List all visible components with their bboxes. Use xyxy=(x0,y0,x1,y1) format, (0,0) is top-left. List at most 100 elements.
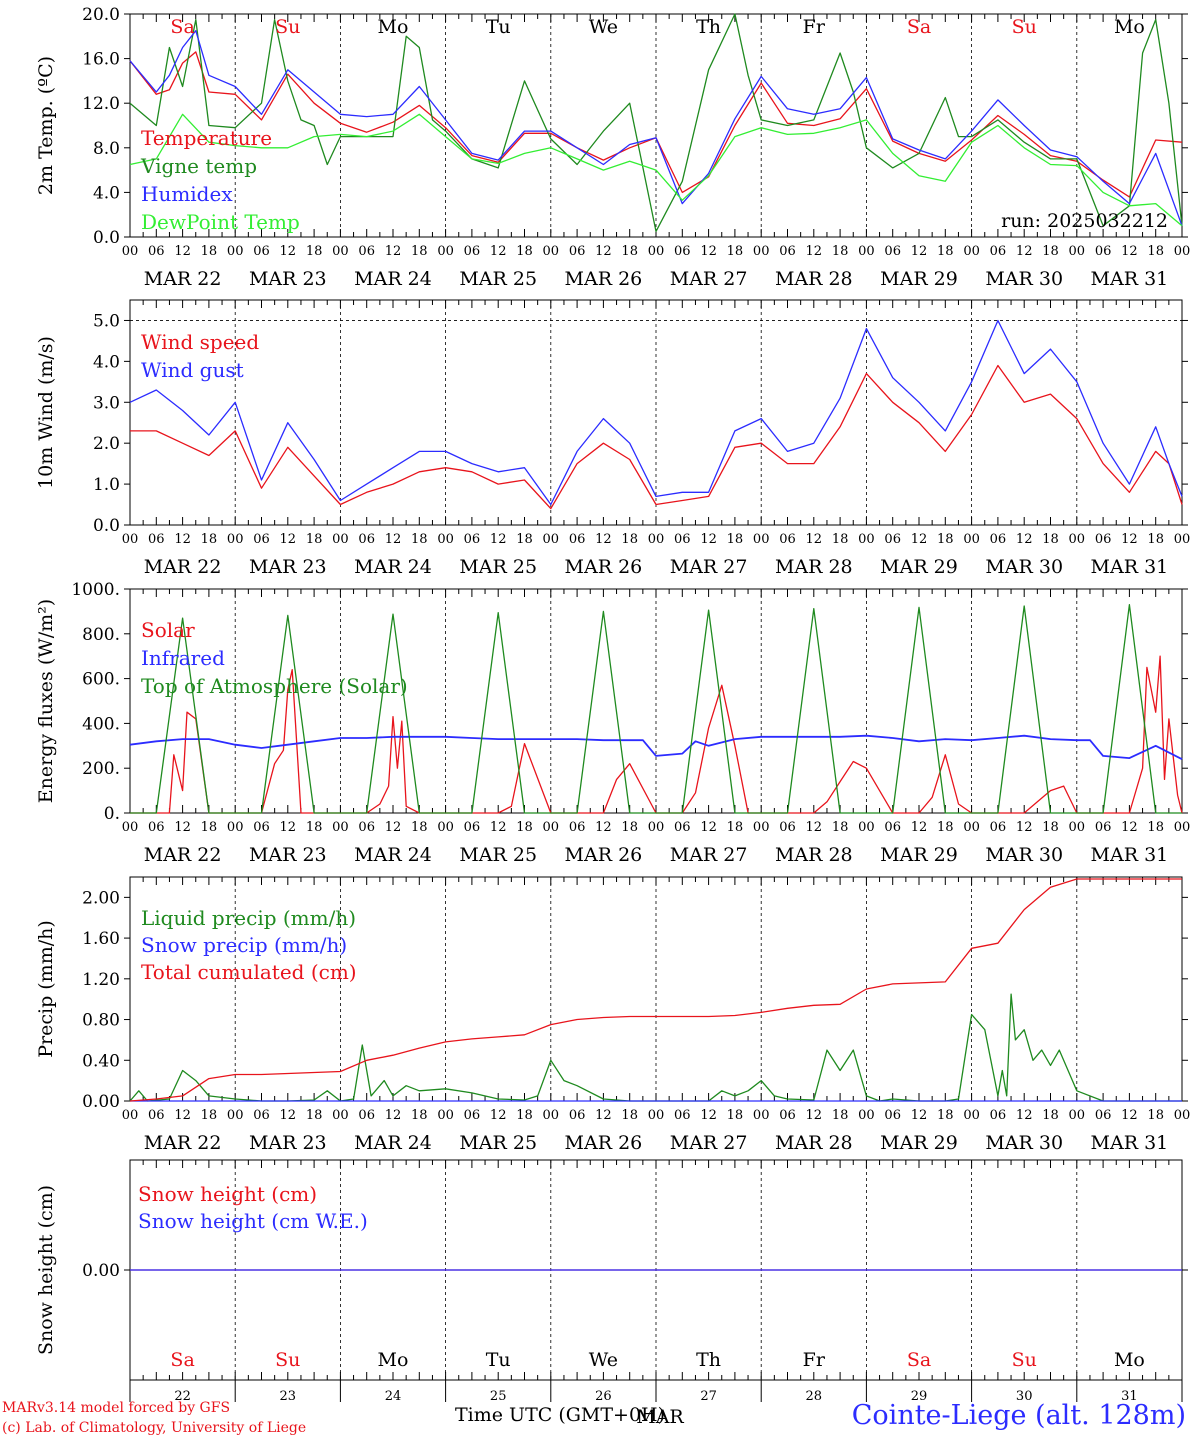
hour-tick-label: 18 xyxy=(727,1108,744,1123)
hour-tick-label: 12 xyxy=(700,820,717,835)
hour-tick-label: 18 xyxy=(306,820,323,835)
y-axis-title: Energy fluxes (W/m²) xyxy=(35,599,57,803)
date-label: MAR 27 xyxy=(670,1132,748,1154)
series-line-temperature xyxy=(129,51,1183,198)
date-label: MAR 26 xyxy=(565,556,643,578)
hour-tick-label: 12 xyxy=(1121,532,1138,547)
date-label: MAR 24 xyxy=(354,556,432,578)
hour-tick-label: 06 xyxy=(990,244,1007,259)
hour-tick-label: 12 xyxy=(490,1108,507,1123)
hour-tick-label: 06 xyxy=(464,244,481,259)
y-tick-label: 4.0 xyxy=(93,352,120,372)
y-tick-label: 0.0 xyxy=(93,516,120,536)
hour-tick-label: 06 xyxy=(148,820,165,835)
hour-tick-label: 00 xyxy=(858,244,875,259)
legend-dewpoint-temp: DewPoint Temp xyxy=(141,210,300,234)
hour-tick-label: 18 xyxy=(1042,820,1059,835)
hour-tick-label: 12 xyxy=(385,820,402,835)
hour-tick-label: 00 xyxy=(1174,244,1191,259)
series-line-top-of-atmosphere-solar- xyxy=(130,604,1182,814)
hour-tick-label: 12 xyxy=(595,532,612,547)
legend-solar: Solar xyxy=(141,618,195,642)
hour-tick-label: 18 xyxy=(937,532,954,547)
hour-tick-label: 18 xyxy=(1147,820,1164,835)
hour-tick-label: 06 xyxy=(779,820,796,835)
series-line-total-cumulated-cm- xyxy=(129,878,1182,1102)
hour-tick-label: 18 xyxy=(1147,1108,1164,1123)
hour-tick-label: 12 xyxy=(1121,1108,1138,1123)
y-tick-label: 1.20 xyxy=(82,970,120,990)
series-line-infrared xyxy=(129,734,1183,761)
date-label: MAR 23 xyxy=(249,1132,327,1154)
hour-tick-label: 18 xyxy=(832,820,849,835)
hour-tick-label: 12 xyxy=(806,244,823,259)
hour-tick-label: 18 xyxy=(621,820,638,835)
hour-tick-label: 06 xyxy=(464,532,481,547)
weekday-label: Mo xyxy=(378,1349,409,1371)
hour-tick-label: 12 xyxy=(280,244,297,259)
hour-tick-label: 18 xyxy=(306,244,323,259)
hour-tick-label: 06 xyxy=(253,532,270,547)
series-line-vigne-temp xyxy=(129,13,1183,233)
weekday-label: Fr xyxy=(803,16,826,38)
hour-tick-label: 06 xyxy=(358,532,375,547)
credit-line-1: MARv3.14 model forced by GFS xyxy=(2,1400,231,1416)
hour-tick-label: 00 xyxy=(858,820,875,835)
hour-tick-label: 18 xyxy=(201,244,218,259)
panel-frame-2 xyxy=(129,299,1183,526)
date-label: MAR 30 xyxy=(985,844,1063,866)
y-tick-label: 12.0 xyxy=(82,94,120,114)
day-number-label: 27 xyxy=(700,1389,717,1404)
hour-tick-label: 06 xyxy=(990,532,1007,547)
date-label: MAR 31 xyxy=(1091,844,1169,866)
date-label: MAR 23 xyxy=(249,268,327,290)
hour-tick-label: 12 xyxy=(911,244,928,259)
date-label: MAR 30 xyxy=(985,268,1063,290)
date-label: MAR 25 xyxy=(459,556,537,578)
hour-tick-label: 12 xyxy=(174,244,191,259)
hour-tick-label: 06 xyxy=(569,532,586,547)
hour-tick-label: 12 xyxy=(385,532,402,547)
y-tick-label: 0. xyxy=(104,804,120,824)
legend-humidex: Humidex xyxy=(141,182,233,206)
hour-tick-label: 06 xyxy=(148,532,165,547)
weekday-label: We xyxy=(589,16,618,38)
hour-tick-label: 12 xyxy=(280,820,297,835)
hour-tick-label: 18 xyxy=(516,244,533,259)
hour-tick-label: 18 xyxy=(306,532,323,547)
hour-tick-label: 18 xyxy=(1042,1108,1059,1123)
hour-tick-label: 12 xyxy=(595,820,612,835)
hour-tick-label: 12 xyxy=(490,820,507,835)
y-axis-title: Snow height (cm) xyxy=(35,1185,57,1355)
y-tick-label: 400. xyxy=(82,714,120,734)
hour-tick-label: 00 xyxy=(963,820,980,835)
day-number-label: 28 xyxy=(806,1389,823,1404)
hour-tick-label: 06 xyxy=(1095,1108,1112,1123)
weekday-label: Su xyxy=(275,1349,300,1371)
hour-tick-label: 18 xyxy=(201,1108,218,1123)
hour-tick-label: 18 xyxy=(1147,532,1164,547)
day-number-label: 25 xyxy=(490,1389,507,1404)
day-number-label: 29 xyxy=(911,1389,928,1404)
weekday-label: Mo xyxy=(1114,1349,1145,1371)
hour-tick-label: 06 xyxy=(358,244,375,259)
hour-tick-label: 12 xyxy=(700,532,717,547)
hour-tick-label: 12 xyxy=(595,1108,612,1123)
legend-top-of-atmosphere-solar-: Top of Atmosphere (Solar) xyxy=(141,674,408,698)
hour-tick-label: 12 xyxy=(490,532,507,547)
day-number-label: 22 xyxy=(174,1389,191,1404)
hour-tick-label: 00 xyxy=(753,820,770,835)
legend-temperature: Temperature xyxy=(141,126,272,150)
hour-tick-label: 06 xyxy=(569,820,586,835)
hour-tick-label: 18 xyxy=(411,244,428,259)
date-label: MAR 23 xyxy=(249,556,327,578)
hour-tick-label: 00 xyxy=(543,820,560,835)
date-label: MAR 23 xyxy=(249,844,327,866)
weekday-label: Tu xyxy=(486,16,511,38)
hour-tick-label: 18 xyxy=(621,244,638,259)
hour-tick-label: 12 xyxy=(595,244,612,259)
hour-tick-label: 18 xyxy=(411,1108,428,1123)
hour-tick-label: 12 xyxy=(1016,1108,1033,1123)
hour-tick-label: 18 xyxy=(1147,244,1164,259)
